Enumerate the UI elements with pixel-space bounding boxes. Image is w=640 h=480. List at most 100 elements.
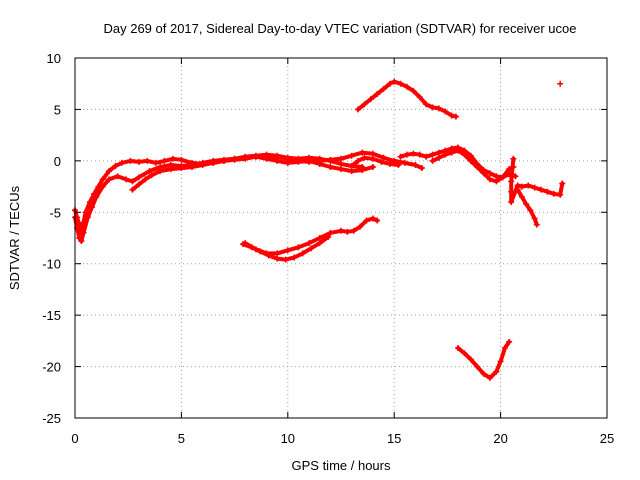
data-point bbox=[152, 159, 159, 166]
data-point bbox=[112, 163, 119, 169]
ticks: 0 5 10 15 20 25 -25 -20 -15 -10 -5 0 5 10 bbox=[42, 51, 614, 446]
data-point bbox=[231, 156, 238, 163]
data-point bbox=[284, 247, 291, 254]
data-point bbox=[455, 345, 462, 352]
data-point bbox=[284, 155, 291, 162]
data-point bbox=[86, 199, 93, 205]
x-axis-label: GPS time / hours bbox=[292, 458, 391, 473]
data-point bbox=[106, 176, 113, 183]
data-point bbox=[135, 174, 142, 181]
series-trace bbox=[243, 216, 380, 256]
data-point bbox=[442, 151, 449, 158]
y-tick-label: -10 bbox=[42, 257, 61, 272]
data-point bbox=[144, 157, 151, 164]
x-tick-label: 20 bbox=[493, 431, 507, 446]
data-point bbox=[467, 356, 474, 363]
data-point bbox=[435, 149, 442, 156]
data-point bbox=[135, 158, 142, 165]
data-point bbox=[374, 217, 381, 224]
x-tick-label: 15 bbox=[387, 431, 401, 446]
data-point bbox=[467, 157, 474, 164]
data-point bbox=[531, 215, 538, 222]
data-point bbox=[410, 150, 417, 157]
data-point bbox=[348, 163, 355, 169]
data-point bbox=[242, 240, 249, 247]
data-point bbox=[161, 157, 168, 164]
y-tick-label: -5 bbox=[49, 205, 61, 220]
data-point bbox=[148, 172, 155, 179]
y-tick-label: -25 bbox=[42, 411, 61, 426]
data-point bbox=[480, 170, 487, 177]
data-point bbox=[442, 108, 449, 115]
data-point bbox=[338, 155, 344, 162]
y-tick-label: -20 bbox=[42, 360, 61, 375]
data-point bbox=[80, 229, 87, 236]
data-point bbox=[199, 161, 206, 168]
data-point bbox=[263, 152, 270, 159]
data-point bbox=[127, 157, 134, 164]
data-point bbox=[369, 150, 376, 157]
data-point bbox=[76, 235, 83, 241]
data-point bbox=[146, 168, 153, 175]
y-axis-label: SDTVAR / TECUs bbox=[7, 185, 22, 290]
data-point bbox=[210, 159, 217, 166]
data-point bbox=[252, 153, 259, 160]
data-point bbox=[397, 153, 404, 160]
data-point bbox=[363, 217, 370, 224]
data-point bbox=[338, 227, 344, 234]
data-point bbox=[242, 155, 249, 162]
data-point bbox=[418, 165, 425, 172]
data-point bbox=[157, 168, 164, 175]
data-point bbox=[525, 182, 532, 189]
data-point bbox=[118, 159, 125, 166]
data-point bbox=[506, 338, 513, 345]
series-track-7 bbox=[355, 78, 459, 120]
data-point bbox=[348, 152, 355, 159]
y-tick-label: 0 bbox=[54, 154, 61, 169]
data-point bbox=[474, 164, 481, 171]
data-point bbox=[374, 91, 381, 97]
data-point bbox=[357, 223, 364, 230]
data-point bbox=[501, 345, 508, 352]
data-point bbox=[359, 149, 366, 156]
y-tick-label: 10 bbox=[47, 51, 61, 66]
data-point bbox=[167, 166, 174, 173]
data-point bbox=[114, 173, 121, 180]
data-point bbox=[350, 227, 357, 234]
data-point bbox=[369, 155, 376, 162]
series-track-10 bbox=[508, 155, 566, 205]
data-point bbox=[531, 184, 538, 191]
data-point bbox=[435, 105, 442, 112]
data-point bbox=[369, 215, 376, 222]
data-point bbox=[306, 240, 313, 247]
data-point bbox=[508, 199, 515, 205]
data-point bbox=[508, 178, 515, 185]
series-trace bbox=[456, 339, 512, 380]
data-point bbox=[508, 188, 515, 195]
data-point bbox=[274, 250, 281, 257]
data-point bbox=[518, 193, 525, 200]
data-point bbox=[493, 173, 500, 180]
data-point bbox=[380, 154, 387, 161]
data-points bbox=[72, 78, 566, 381]
data-point bbox=[429, 104, 436, 111]
data-point bbox=[493, 178, 500, 185]
data-point bbox=[467, 152, 474, 159]
series-track-9 bbox=[429, 147, 517, 185]
data-point bbox=[527, 207, 534, 214]
data-point bbox=[397, 80, 404, 87]
x-tick-label: 10 bbox=[281, 431, 295, 446]
data-point bbox=[135, 181, 142, 188]
data-point bbox=[403, 151, 410, 158]
series-trace bbox=[73, 154, 375, 244]
data-point bbox=[416, 151, 423, 158]
x-tick-label: 0 bbox=[71, 431, 78, 446]
data-point bbox=[327, 156, 334, 163]
data-point bbox=[355, 157, 362, 164]
data-point bbox=[474, 363, 481, 370]
data-point bbox=[274, 255, 281, 262]
data-point bbox=[355, 106, 362, 113]
data-point bbox=[99, 183, 106, 190]
data-point bbox=[306, 158, 313, 165]
